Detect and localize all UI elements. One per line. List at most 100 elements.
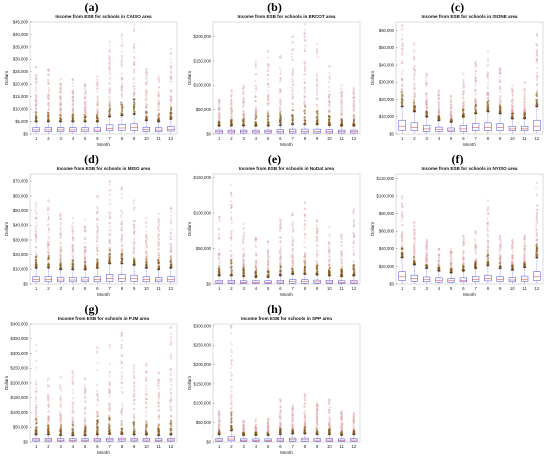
outlier-point: [279, 79, 282, 81]
outlier-point: [146, 80, 148, 83]
outlier-point: [230, 261, 233, 264]
outlier-point: [230, 232, 233, 235]
outlier-point: [278, 120, 281, 123]
outlier-point: [462, 82, 465, 84]
outlier-point: [108, 102, 111, 105]
outlier-point: [109, 90, 111, 93]
outlier-point: [72, 119, 74, 122]
outlier-point: [303, 28, 306, 31]
outlier-point: [267, 266, 269, 268]
outlier-point: [230, 203, 233, 206]
outlier-point: [243, 227, 245, 229]
outlier-point: [401, 80, 404, 82]
outlier-point: [145, 220, 148, 223]
outlier-point: [340, 99, 343, 101]
outlier-point: [121, 50, 124, 53]
outlier-point: [304, 207, 307, 210]
outlier-point: [425, 242, 428, 245]
outlier-point: [96, 98, 99, 101]
outlier-point: [328, 65, 331, 68]
outlier-point: [303, 81, 306, 84]
outlier-point: [47, 114, 50, 117]
outlier-point: [108, 113, 110, 116]
outlier-point: [145, 112, 148, 115]
outlier-point: [157, 100, 160, 103]
outlier-point: [315, 86, 318, 89]
outlier-point: [133, 108, 135, 111]
outlier-point: [450, 99, 453, 101]
outlier-point: [328, 96, 330, 99]
box: [130, 274, 138, 282]
outlier-point: [47, 263, 50, 266]
outlier-point: [267, 249, 270, 252]
outlier-point: [218, 233, 221, 235]
outlier-point: [426, 245, 428, 248]
outlier-point: [121, 44, 124, 47]
outlier-point: [523, 95, 525, 98]
outlier-point: [120, 221, 123, 224]
box: [118, 124, 126, 131]
y-tick-label: $50,000: [196, 246, 212, 251]
outlier-point: [280, 103, 282, 105]
outlier-point: [328, 90, 331, 93]
outlier-point: [413, 106, 415, 109]
outlier-point: [34, 233, 37, 235]
panel-label-d: (d): [84, 152, 99, 166]
outlier-point: [523, 112, 526, 115]
outlier-point: [133, 220, 136, 222]
outlier-point: [72, 248, 75, 251]
outlier-point: [47, 219, 49, 222]
outlier-point: [157, 91, 160, 93]
outlier-point: [303, 110, 306, 113]
outlier-point: [145, 247, 148, 249]
outlier-point: [328, 267, 331, 269]
outlier-point: [401, 38, 403, 40]
outlier-point: [304, 258, 306, 260]
outlier-point: [304, 252, 307, 254]
y-tick-label: $120,000: [377, 176, 395, 181]
outlier-point: [303, 87, 306, 90]
outlier-point: [230, 218, 233, 221]
outlier-point: [475, 69, 477, 72]
outlier-point: [291, 75, 294, 77]
outlier-point: [145, 230, 147, 233]
x-tick-label: 8: [304, 286, 307, 291]
outlier-point: [426, 248, 428, 251]
outlier-point: [170, 245, 172, 247]
x-tick-label: 8: [121, 286, 124, 291]
outlier-point: [145, 239, 148, 242]
outlier-point: [120, 86, 123, 89]
outlier-point: [303, 268, 306, 271]
outlier-point: [475, 64, 478, 67]
outlier-point: [437, 111, 440, 114]
x-tick-label: 11: [339, 286, 344, 291]
outlier-point: [279, 273, 282, 276]
box: [533, 119, 541, 131]
outlier-point: [169, 255, 172, 257]
chart-title: Income from ESB for schools in NoDat are…: [239, 166, 335, 171]
outlier-point: [218, 219, 221, 222]
outlier-point: [230, 183, 233, 186]
box: [521, 125, 529, 131]
outlier-point: [84, 236, 87, 239]
outlier-point: [170, 91, 173, 94]
outlier-point: [511, 113, 513, 115]
outlier-point: [450, 104, 453, 107]
outlier-point: [303, 62, 306, 64]
outlier-point: [35, 74, 37, 76]
outlier-point: [523, 107, 526, 109]
outlier-point: [71, 232, 74, 235]
chart-e: Income from ESB for schools in NoDat are…: [187, 166, 361, 297]
box: [447, 127, 455, 132]
outlier-point: [47, 257, 50, 259]
outlier-point: [83, 229, 86, 232]
outlier-point: [133, 112, 136, 115]
outlier-point: [327, 93, 330, 96]
outlier-point: [145, 77, 148, 80]
outlier-point: [340, 117, 343, 119]
outlier-point: [267, 99, 270, 102]
outlier-point: [243, 259, 245, 262]
outlier-point: [327, 269, 330, 272]
outlier-point: [400, 233, 403, 236]
outlier-point: [121, 93, 123, 96]
